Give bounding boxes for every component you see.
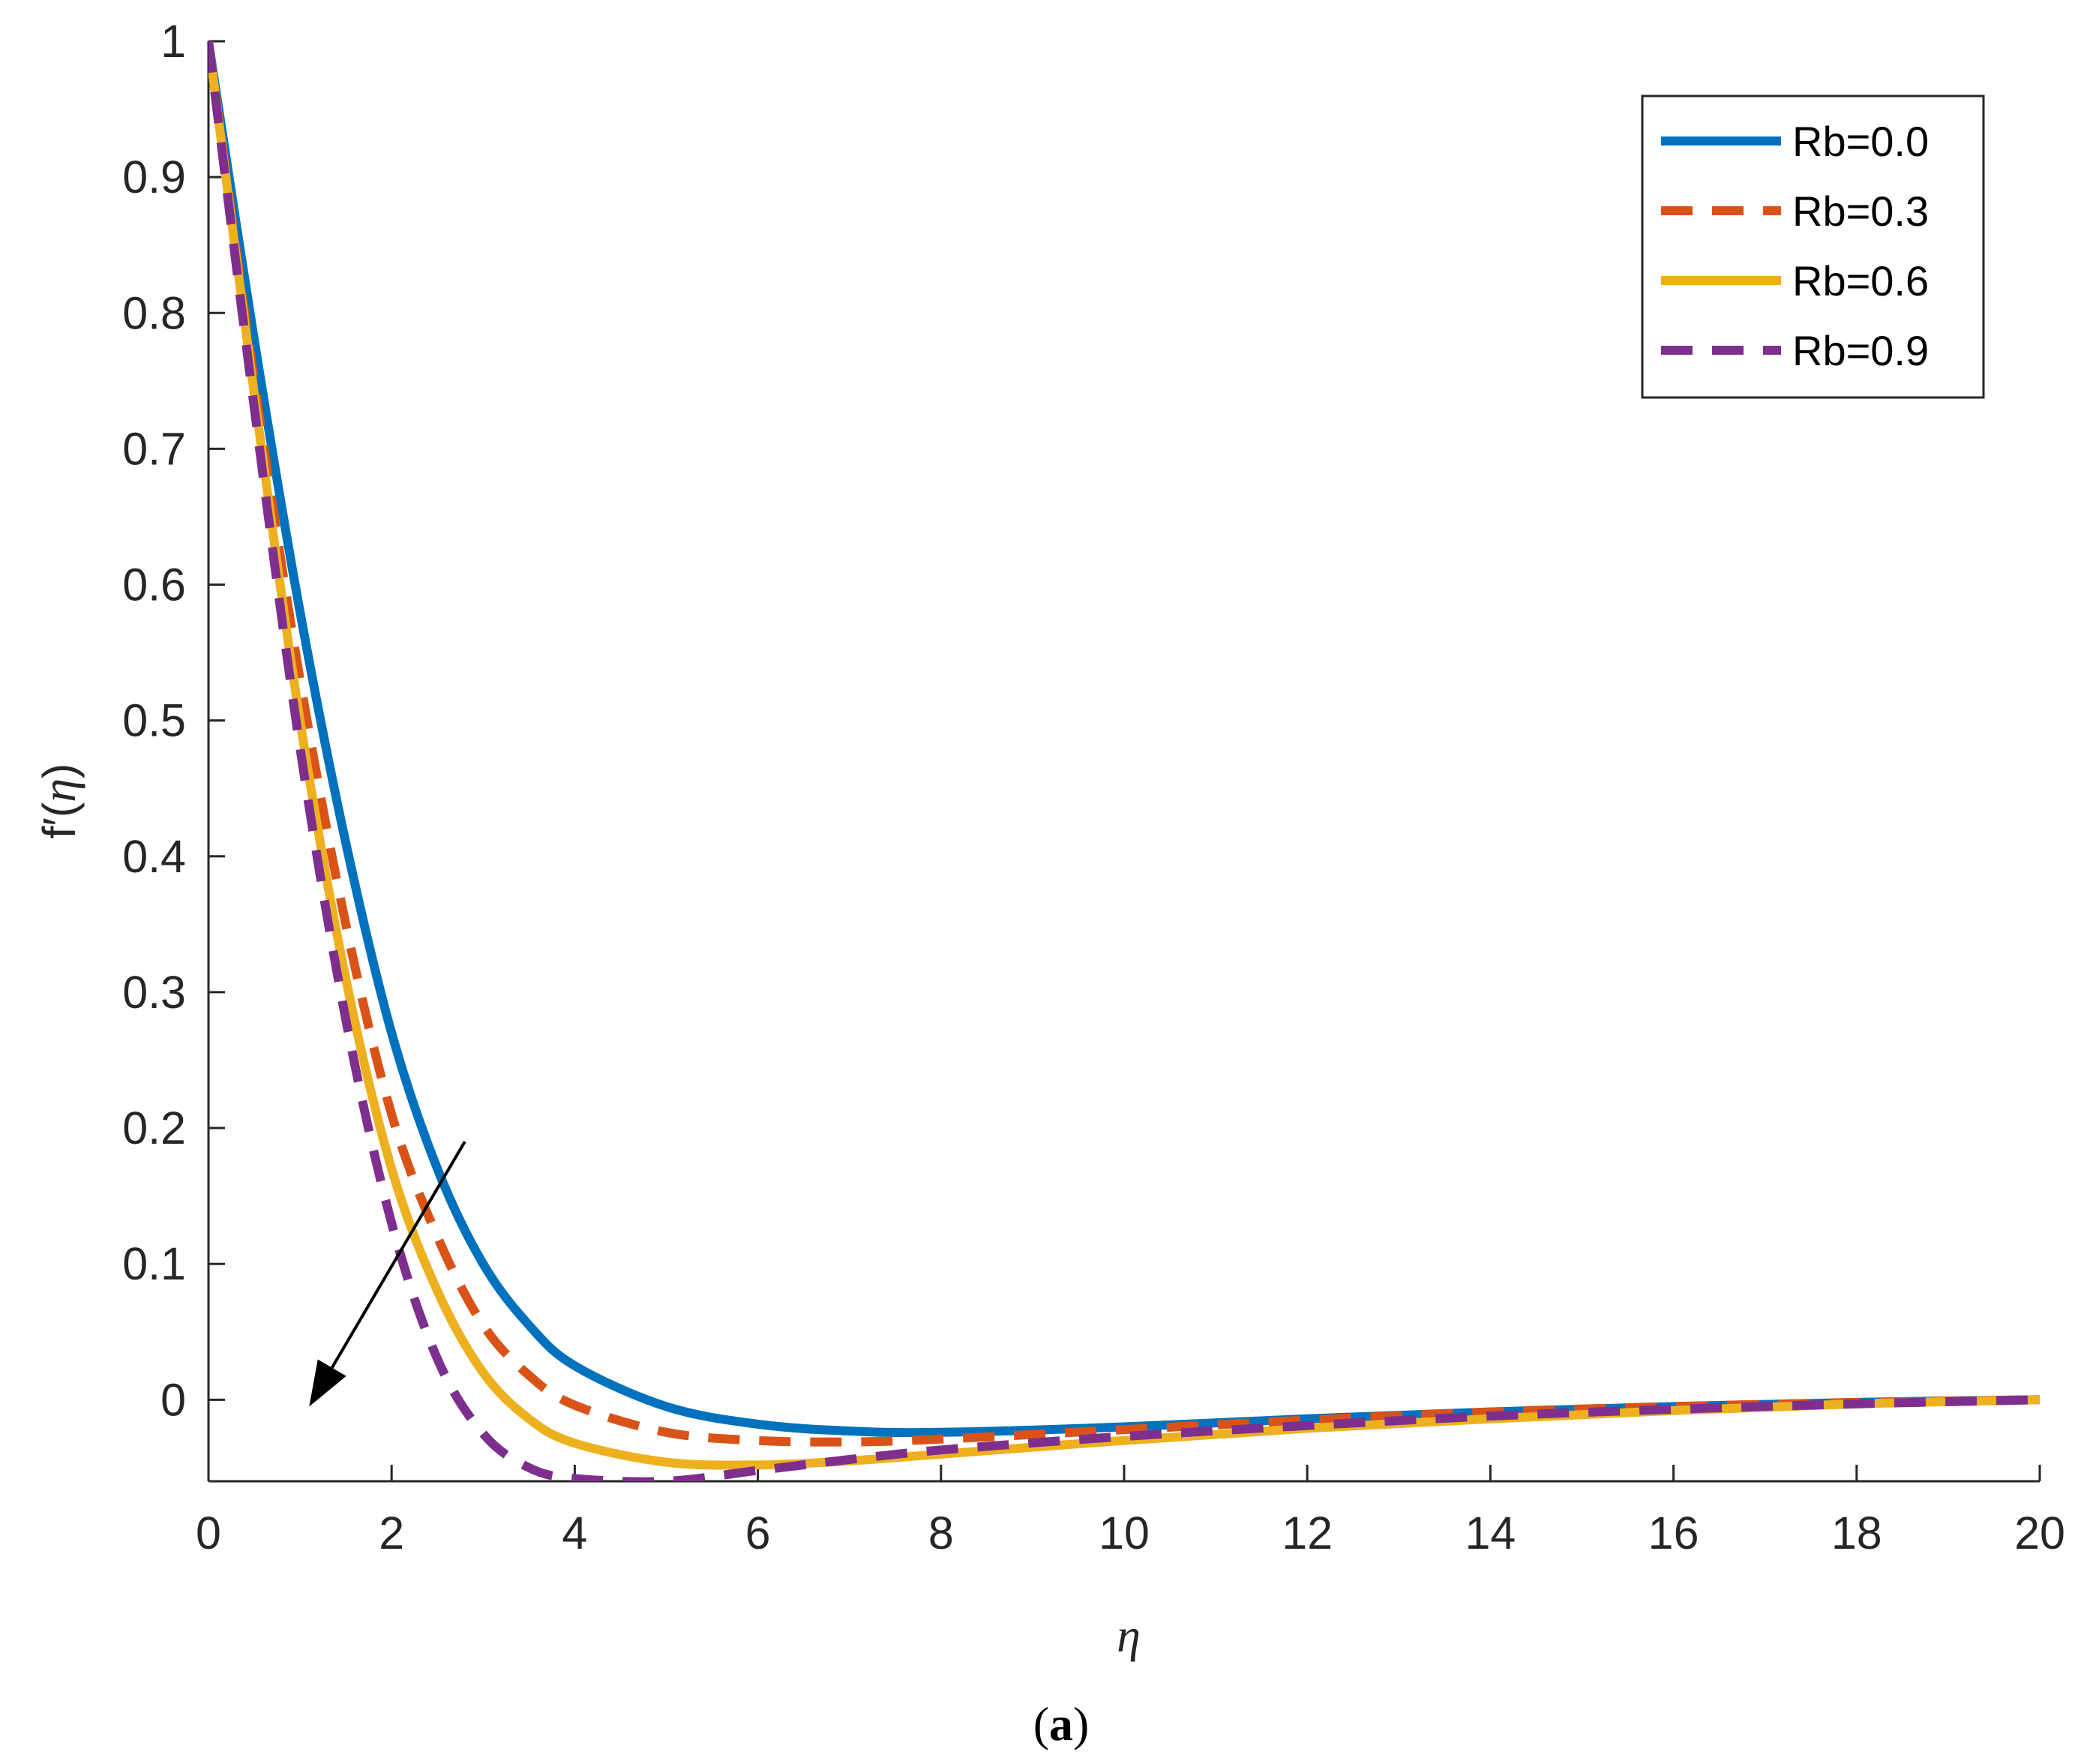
y-axis-title-open: ( <box>34 802 85 818</box>
y-tick-label: 0.1 <box>122 1238 186 1289</box>
annotation-group <box>309 1141 466 1407</box>
caption-close: ) <box>1073 1697 1089 1750</box>
y-axis-title-var: η <box>32 778 85 802</box>
y-axis-title-base: f <box>34 825 85 838</box>
x-tick-label: 0 <box>196 1508 221 1558</box>
legend-box <box>1641 94 1985 399</box>
y-tick-label: 0.4 <box>122 831 186 882</box>
caption-open: ( <box>1033 1697 1049 1750</box>
series-line-1 <box>208 40 2041 1438</box>
y-tick-label: 0 <box>160 1374 186 1425</box>
y-tick-label: 0.7 <box>122 423 186 474</box>
x-tick-label: 16 <box>1648 1508 1699 1558</box>
x-tick-label: 10 <box>1099 1508 1150 1558</box>
x-tick-label: 2 <box>379 1508 404 1558</box>
caption-letter: a <box>1049 1697 1073 1750</box>
y-tick-label: 0.2 <box>122 1102 186 1154</box>
annotation-arrow-shaft <box>330 1141 466 1369</box>
y-tick-label: 0.8 <box>122 287 186 338</box>
y-tick-label: 1 <box>160 16 186 67</box>
legend: Rb=0.0 Rb=0.3 Rb=0.6 Rb=0.9 <box>1641 94 1985 399</box>
y-tick-label: 0.6 <box>122 560 186 610</box>
axes: 0 2 4 6 8 10 12 14 16 18 20 0 0.1 0.2 0.3 0.4 0.5 0.6 0.7 0… <box>122 16 2065 1558</box>
x-tick-label: 20 <box>2014 1508 2065 1558</box>
legend-label-2: Rb=0.3 <box>1792 188 1929 235</box>
y-axis-title-close: ) <box>34 764 85 778</box>
x-tick-label: 12 <box>1282 1508 1333 1558</box>
figure-caption: (a) <box>1033 1697 1090 1750</box>
x-tick-label: 14 <box>1465 1508 1516 1558</box>
legend-label-1: Rb=0.0 <box>1792 118 1929 165</box>
series-line-4 <box>208 40 2041 1481</box>
annotation-arrow-head <box>309 1359 346 1407</box>
x-tick-label: 8 <box>928 1508 954 1558</box>
y-tick-label: 0.5 <box>122 695 186 746</box>
x-axis-title: η <box>1117 1609 1141 1662</box>
legend-label-3: Rb=0.6 <box>1792 257 1929 304</box>
x-tick-label: 18 <box>1831 1508 1882 1558</box>
y-tick-label: 0.9 <box>122 152 186 202</box>
x-tick-label: 6 <box>745 1508 771 1558</box>
y-axis-title-prime: ′ <box>34 818 85 826</box>
series-line-2 <box>208 40 2041 1447</box>
series-group <box>208 40 2041 1481</box>
y-tick-label: 0.3 <box>122 967 186 1018</box>
legend-label-4: Rb=0.9 <box>1792 327 1929 374</box>
x-tick-label: 4 <box>562 1508 587 1558</box>
y-axis-title: f′(η) <box>32 764 85 839</box>
